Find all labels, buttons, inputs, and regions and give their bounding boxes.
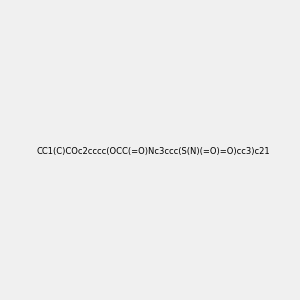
Text: CC1(C)COc2cccc(OCC(=O)Nc3ccc(S(N)(=O)=O)cc3)c21: CC1(C)COc2cccc(OCC(=O)Nc3ccc(S(N)(=O)=O)… bbox=[37, 147, 271, 156]
